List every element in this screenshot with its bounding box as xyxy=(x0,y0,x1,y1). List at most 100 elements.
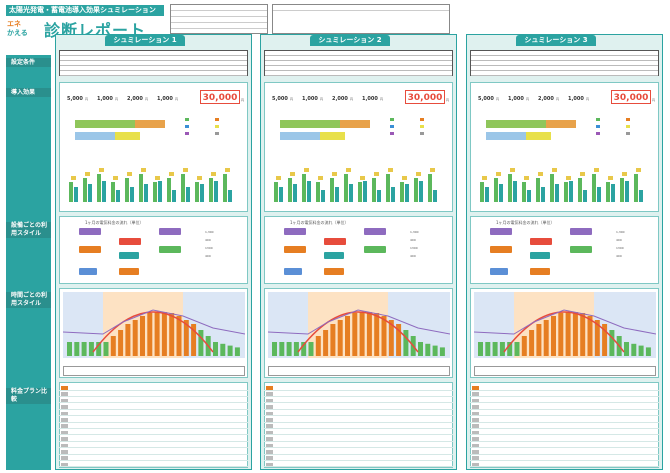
plan-row[interactable] xyxy=(264,398,453,404)
monthly-bar xyxy=(302,174,306,202)
plan-row[interactable] xyxy=(264,423,453,429)
plan-badge xyxy=(266,392,273,396)
unit-yen: 円 xyxy=(290,97,294,101)
flow-chip xyxy=(284,268,302,275)
plan-badge xyxy=(61,405,68,409)
comparison-bar-chart xyxy=(280,120,370,140)
plan-badge xyxy=(61,430,68,435)
hourly-bar xyxy=(198,330,204,356)
plan-row[interactable] xyxy=(59,391,248,397)
plan-row[interactable] xyxy=(264,449,453,455)
simulation-tab[interactable]: シュミレーション 1 xyxy=(105,35,185,46)
plan-row[interactable] xyxy=(264,385,453,391)
month-flow-title: 1ヶ月の電気料金の流れ（単位） xyxy=(496,220,555,225)
simulation-tab[interactable]: シュミレーション 3 xyxy=(516,35,596,46)
monthly-bar xyxy=(195,182,199,202)
plan-row[interactable] xyxy=(59,404,248,410)
plan-row[interactable] xyxy=(470,423,659,429)
legend-swatch xyxy=(390,118,394,121)
flow-chip xyxy=(570,228,592,235)
plan-row[interactable] xyxy=(470,411,659,417)
hourly-bar xyxy=(191,324,197,356)
plan-row[interactable] xyxy=(470,449,659,455)
legend-swatch xyxy=(596,125,600,128)
savings-result: 30,000 xyxy=(611,90,651,104)
plan-row[interactable] xyxy=(470,455,659,461)
kwh-value: 400 xyxy=(410,238,416,242)
savings-result: 30,000 xyxy=(405,90,445,104)
hourly-bar xyxy=(492,342,498,356)
plan-row[interactable] xyxy=(59,417,248,423)
result-unit: 円 xyxy=(652,98,656,102)
plan-row[interactable] xyxy=(59,430,248,436)
plan-row[interactable] xyxy=(264,430,453,436)
plan-row[interactable] xyxy=(59,423,248,429)
plan-row[interactable] xyxy=(59,449,248,455)
monthly-bar xyxy=(349,184,353,202)
monthly-bar xyxy=(597,187,601,202)
plan-row[interactable] xyxy=(264,417,453,423)
hourly-bar xyxy=(536,324,542,356)
flow-amount: 1,000 xyxy=(302,96,318,102)
conditions-table xyxy=(59,50,248,76)
plan-row[interactable] xyxy=(59,455,248,461)
monthly-bar xyxy=(400,182,404,202)
plan-row[interactable] xyxy=(59,443,248,449)
plan-row[interactable] xyxy=(470,417,659,423)
plan-row[interactable] xyxy=(264,436,453,442)
plan-badge xyxy=(472,418,479,422)
unit-yen: 円 xyxy=(320,97,324,101)
plan-row[interactable] xyxy=(470,430,659,436)
flow-chip xyxy=(364,246,386,253)
flow-chip xyxy=(79,228,101,235)
hourly-bar xyxy=(110,336,116,356)
monthly-bar xyxy=(608,176,613,180)
monthly-bar xyxy=(480,182,484,202)
monthly-bar xyxy=(622,172,627,176)
hourly-bar xyxy=(96,342,102,356)
plan-row[interactable] xyxy=(264,462,453,468)
plan-row[interactable] xyxy=(264,404,453,410)
monthly-bar xyxy=(186,187,190,202)
plan-row[interactable] xyxy=(264,455,453,461)
plan-row[interactable] xyxy=(470,398,659,404)
plan-row[interactable] xyxy=(264,443,453,449)
plan-row[interactable] xyxy=(264,391,453,397)
conditions-row xyxy=(471,61,658,66)
plan-row[interactable] xyxy=(59,385,248,391)
plan-row[interactable] xyxy=(470,462,659,468)
hourly-bar xyxy=(67,342,72,356)
plan-row[interactable] xyxy=(470,391,659,397)
conditions-row xyxy=(471,66,658,71)
monthly-bar xyxy=(527,190,531,202)
monthly-bar xyxy=(494,178,498,202)
plan-row[interactable] xyxy=(470,404,659,410)
plan-row[interactable] xyxy=(59,411,248,417)
result-unit: 円 xyxy=(446,98,450,102)
comparison-bar xyxy=(75,132,115,140)
info-row xyxy=(171,23,267,29)
plan-row[interactable] xyxy=(59,398,248,404)
plan-row[interactable] xyxy=(470,385,659,391)
hourly-bar xyxy=(315,336,321,356)
plan-row[interactable] xyxy=(470,443,659,449)
plan-row[interactable] xyxy=(59,462,248,468)
flow-amount: 1,000 xyxy=(568,96,584,102)
hourly-usage-chart xyxy=(268,292,450,358)
plan-row[interactable] xyxy=(59,436,248,442)
monthly-bar xyxy=(223,174,227,202)
info-table xyxy=(170,4,268,34)
monthly-bar xyxy=(344,174,348,202)
plan-row[interactable] xyxy=(264,411,453,417)
plan-row[interactable] xyxy=(470,436,659,442)
legend-swatch xyxy=(185,132,189,135)
hourly-bar xyxy=(551,316,556,356)
plan-badge xyxy=(266,411,273,416)
monthly-bar xyxy=(293,184,297,202)
flow-amount: 2,000 xyxy=(127,96,143,102)
plan-badge xyxy=(266,462,273,467)
comparison-bar xyxy=(135,120,165,128)
unit-yen: 円 xyxy=(350,97,354,101)
kwh-value: 400 xyxy=(616,254,622,258)
simulation-tab[interactable]: シュミレーション 2 xyxy=(310,35,390,46)
